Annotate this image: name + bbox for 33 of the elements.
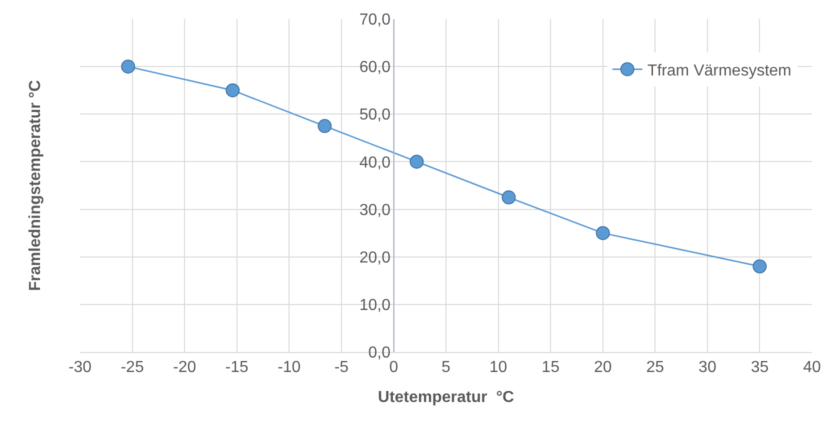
- point: [121, 60, 136, 74]
- point: [410, 154, 424, 169]
- y-tick-label: 30,0: [359, 202, 391, 219]
- legend-label: Tfram Värmesystem: [647, 62, 792, 80]
- x-tick-label: 25: [646, 359, 664, 376]
- x-tick-label: -25: [120, 359, 144, 376]
- y-tick-label: 70,0: [359, 12, 391, 29]
- point: [318, 119, 332, 134]
- x-tick-label: 30: [698, 359, 716, 376]
- x-tick-label: -20: [173, 359, 196, 376]
- x-tick-label: 5: [442, 359, 451, 376]
- x-tick-label: -10: [278, 359, 301, 376]
- x-tick-label: 35: [750, 359, 769, 376]
- y-tick-label: 10,0: [359, 297, 391, 314]
- x-axis-title: Utetemperatur °C: [378, 388, 515, 406]
- x-tick-label: -15: [225, 359, 249, 376]
- x-tick-label: 10: [489, 359, 508, 376]
- x-tick-label: -5: [334, 359, 349, 376]
- point: [226, 83, 240, 98]
- x-tick-label: 0: [389, 359, 398, 376]
- point: [502, 190, 516, 204]
- y-tick-label: 0,0: [368, 344, 391, 362]
- x-tick-label: 20: [594, 359, 612, 376]
- point: [752, 259, 767, 274]
- x-tick-label: 40: [803, 359, 821, 376]
- y-tick-label: 40,0: [359, 154, 391, 172]
- x-tick-label: 15: [542, 359, 560, 376]
- y-axis-title: Framledningstemperatur °C: [27, 80, 44, 291]
- y-tick-label: 50,0: [359, 106, 391, 124]
- y-tick-label: 60,0: [359, 59, 391, 76]
- x-tick-label: -30: [68, 359, 92, 376]
- point: [596, 226, 610, 240]
- y-tick-label: 20,0: [359, 249, 391, 266]
